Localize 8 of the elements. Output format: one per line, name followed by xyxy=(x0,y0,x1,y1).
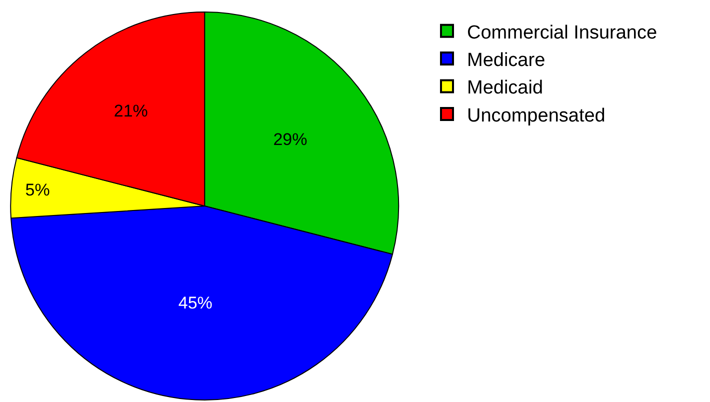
data-label: 29% xyxy=(273,130,308,150)
data-label: 45% xyxy=(178,294,212,313)
legend-label: Commercial Insurance xyxy=(467,22,658,44)
legend-label: Medicare xyxy=(467,50,546,71)
data-label: 5% xyxy=(25,180,50,200)
legend-label: Uncompensated xyxy=(467,105,606,126)
legend-label: Medicaid xyxy=(467,78,544,99)
data-label: 21% xyxy=(114,101,148,120)
